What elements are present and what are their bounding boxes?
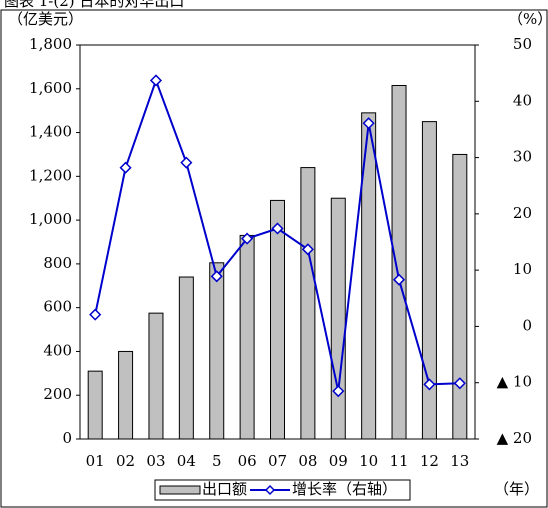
- bar: [270, 199, 285, 440]
- marker: [149, 74, 163, 87]
- bar: [87, 370, 103, 440]
- y-axis-unit: （亿美元）: [8, 10, 83, 28]
- x-tick-label: 09: [329, 452, 348, 470]
- x-tick-label: 12: [420, 452, 439, 470]
- y-tick-label: 400: [43, 341, 72, 359]
- y-tick-label: 200: [43, 385, 72, 403]
- x-tick-label: 11: [389, 452, 408, 470]
- y-tick-label: 600: [43, 298, 72, 316]
- x-tick-label: 04: [177, 452, 196, 470]
- bar: [330, 197, 346, 440]
- x-tick-label: 13: [450, 452, 469, 470]
- y-tick-label: 0: [62, 429, 72, 447]
- chart-title: 图表 1-(2) 日本的对华出口: [4, 0, 184, 10]
- marker: [453, 377, 466, 390]
- y2-tick-label: 10: [513, 260, 532, 278]
- x-tick-label: 07: [268, 452, 287, 470]
- marker: [241, 232, 254, 245]
- y2-tick-label: 30: [513, 148, 532, 166]
- y2-tick-label: 20: [513, 204, 532, 222]
- y2-tick-label: ▲ 10: [497, 373, 532, 391]
- marker: [362, 117, 375, 130]
- x-tick-label: 10: [359, 452, 378, 470]
- bar: [178, 276, 194, 440]
- y-tick-label: 1,400: [29, 123, 72, 141]
- marker: [271, 222, 284, 235]
- legend-swatch: [159, 485, 201, 495]
- x-tick-label: 02: [116, 452, 135, 470]
- y2-axis-unit: （%）: [508, 10, 548, 28]
- x-tick-label: 08: [298, 452, 317, 470]
- x-tick-label: 01: [86, 452, 105, 470]
- x-tick-label: 06: [238, 452, 257, 470]
- bar: [148, 312, 164, 440]
- y-tick-label: 1,800: [29, 35, 72, 53]
- x-tick-label: 5: [212, 452, 222, 470]
- x-tick-label: 03: [146, 452, 165, 470]
- y-tick-label: 1,600: [29, 79, 72, 97]
- x-axis-unit: （年）: [494, 480, 539, 498]
- bar: [209, 262, 225, 440]
- y2-tick-label: ▲ 20: [497, 429, 532, 447]
- y2-tick-label: 0: [522, 316, 532, 334]
- legend-marker: [264, 484, 276, 496]
- marker: [392, 273, 406, 286]
- marker: [210, 270, 223, 283]
- bar: [118, 350, 134, 440]
- y2-tick-label: 40: [513, 91, 532, 109]
- bar: [239, 234, 255, 440]
- marker: [119, 161, 132, 174]
- marker: [423, 378, 436, 391]
- legend-label: 出口额: [202, 480, 247, 498]
- marker: [301, 243, 314, 256]
- bar: [452, 153, 468, 440]
- frame: [0, 9, 548, 508]
- legend-label: 增长率（右轴）: [292, 480, 397, 498]
- bar: [421, 121, 437, 440]
- bar: [361, 112, 377, 440]
- bar: [391, 84, 407, 440]
- marker: [332, 385, 345, 398]
- y-tick-label: 1,000: [29, 210, 72, 228]
- y-tick-label: 800: [43, 254, 72, 272]
- y2-tick-label: 50: [513, 35, 532, 53]
- marker: [89, 308, 102, 321]
- marker: [180, 156, 193, 169]
- y-tick-label: 1,200: [29, 166, 72, 184]
- bar: [300, 167, 316, 440]
